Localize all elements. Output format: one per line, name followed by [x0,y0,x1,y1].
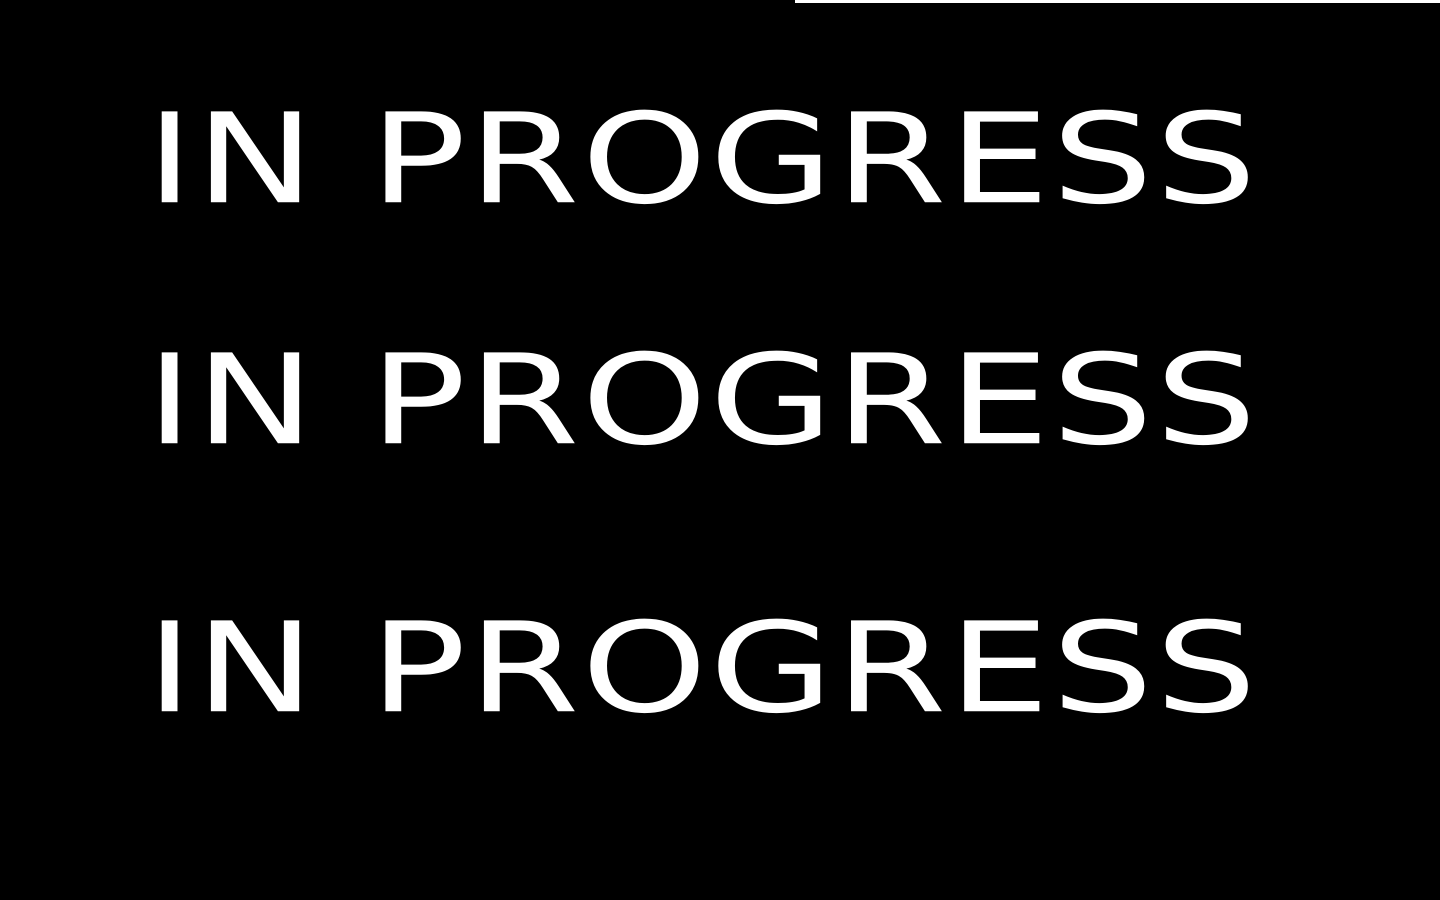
top-edge-line [795,0,1440,3]
status-text-3: IN PROGRESS [146,595,1259,741]
status-text-2: IN PROGRESS [146,327,1259,473]
status-text-1: IN PROGRESS [146,86,1259,232]
